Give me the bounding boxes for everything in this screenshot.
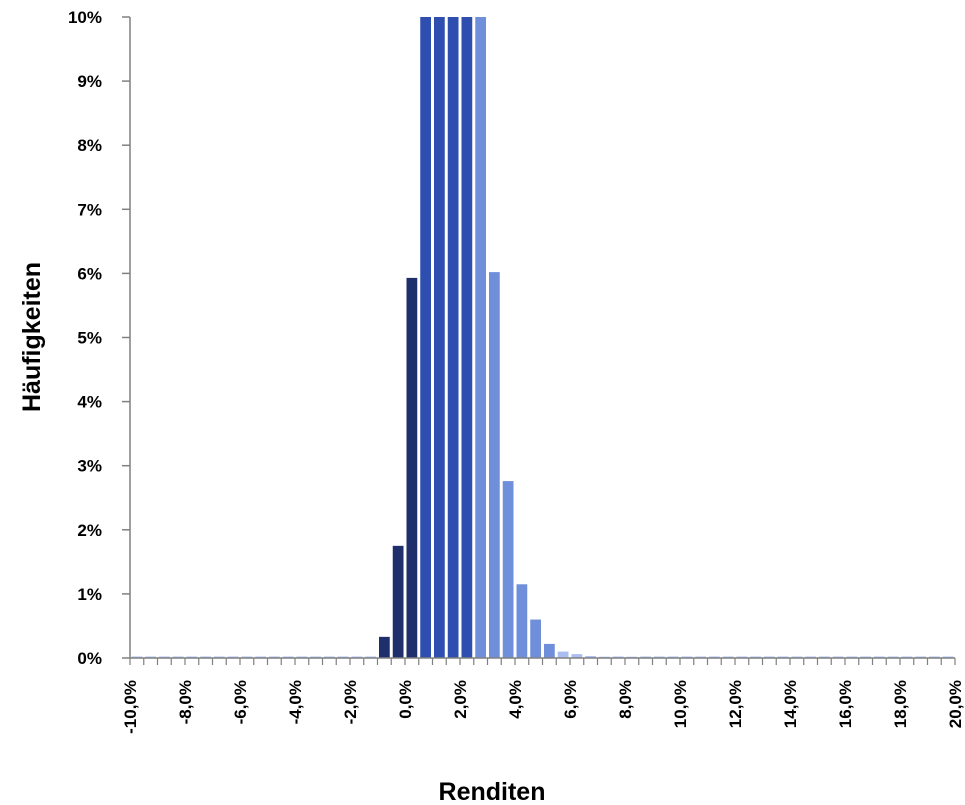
histogram-bar — [489, 272, 500, 658]
labels-layer: 0% 1% 2% 3% 4% 5% 6% 7% 8% 9% 10% -10,0% -8,0% -6,0% -… — [68, 8, 965, 734]
y-tick-label: 9% — [77, 72, 102, 91]
x-tick-label: 20,0% — [946, 680, 965, 728]
histogram-bar — [557, 651, 569, 658]
x-tick-label: 2,0% — [451, 680, 470, 719]
y-tick-label: 8% — [77, 136, 102, 155]
y-tick-label: 0% — [77, 649, 102, 668]
histogram-bar — [406, 277, 418, 658]
x-tick-label: 0,0% — [396, 680, 415, 719]
bars-layer — [131, 17, 954, 658]
x-tick-label: 6,0% — [561, 680, 580, 719]
x-tick-label: 14,0% — [781, 680, 800, 728]
y-tick-label: 1% — [77, 585, 102, 604]
x-tick-label: -10,0% — [121, 680, 140, 734]
x-tick-label: 18,0% — [891, 680, 910, 728]
histogram-bar — [420, 17, 431, 658]
histogram-bar — [502, 481, 514, 658]
histogram-bar — [571, 654, 583, 658]
y-tick-label: 6% — [77, 264, 102, 283]
histogram-bar — [585, 656, 596, 658]
x-axis-title: Renditen — [439, 778, 546, 805]
histogram-bar — [516, 584, 528, 658]
y-tick-label: 2% — [77, 521, 102, 540]
x-tick-label: -8,0% — [176, 680, 195, 724]
x-tick-label: 4,0% — [506, 680, 525, 719]
x-tick-label: 10,0% — [671, 680, 690, 728]
x-tick-label: 8,0% — [616, 680, 635, 719]
histogram-bar — [447, 17, 459, 658]
x-tick-label: 16,0% — [836, 680, 855, 728]
histogram-bar — [392, 545, 404, 658]
x-tick-label: -2,0% — [341, 680, 360, 724]
histogram-bar — [461, 17, 473, 658]
x-tick-label: -4,0% — [286, 680, 305, 724]
y-axis-title: Häufigkeiten — [18, 262, 46, 412]
histogram-bar — [544, 643, 555, 658]
y-tick-label: 5% — [77, 329, 102, 348]
histogram-bar — [379, 636, 390, 658]
y-tick-label: 3% — [77, 457, 102, 476]
histogram-bar — [530, 619, 541, 658]
x-tick-label: -6,0% — [231, 680, 250, 724]
y-tick-label: 10% — [68, 8, 102, 27]
y-tick-label: 7% — [77, 200, 102, 219]
y-tick-label: 4% — [77, 393, 102, 412]
histogram-bar — [475, 17, 486, 658]
x-tick-label: 12,0% — [726, 680, 745, 728]
histogram-bar — [434, 17, 445, 658]
axes-layer — [122, 16, 956, 665]
